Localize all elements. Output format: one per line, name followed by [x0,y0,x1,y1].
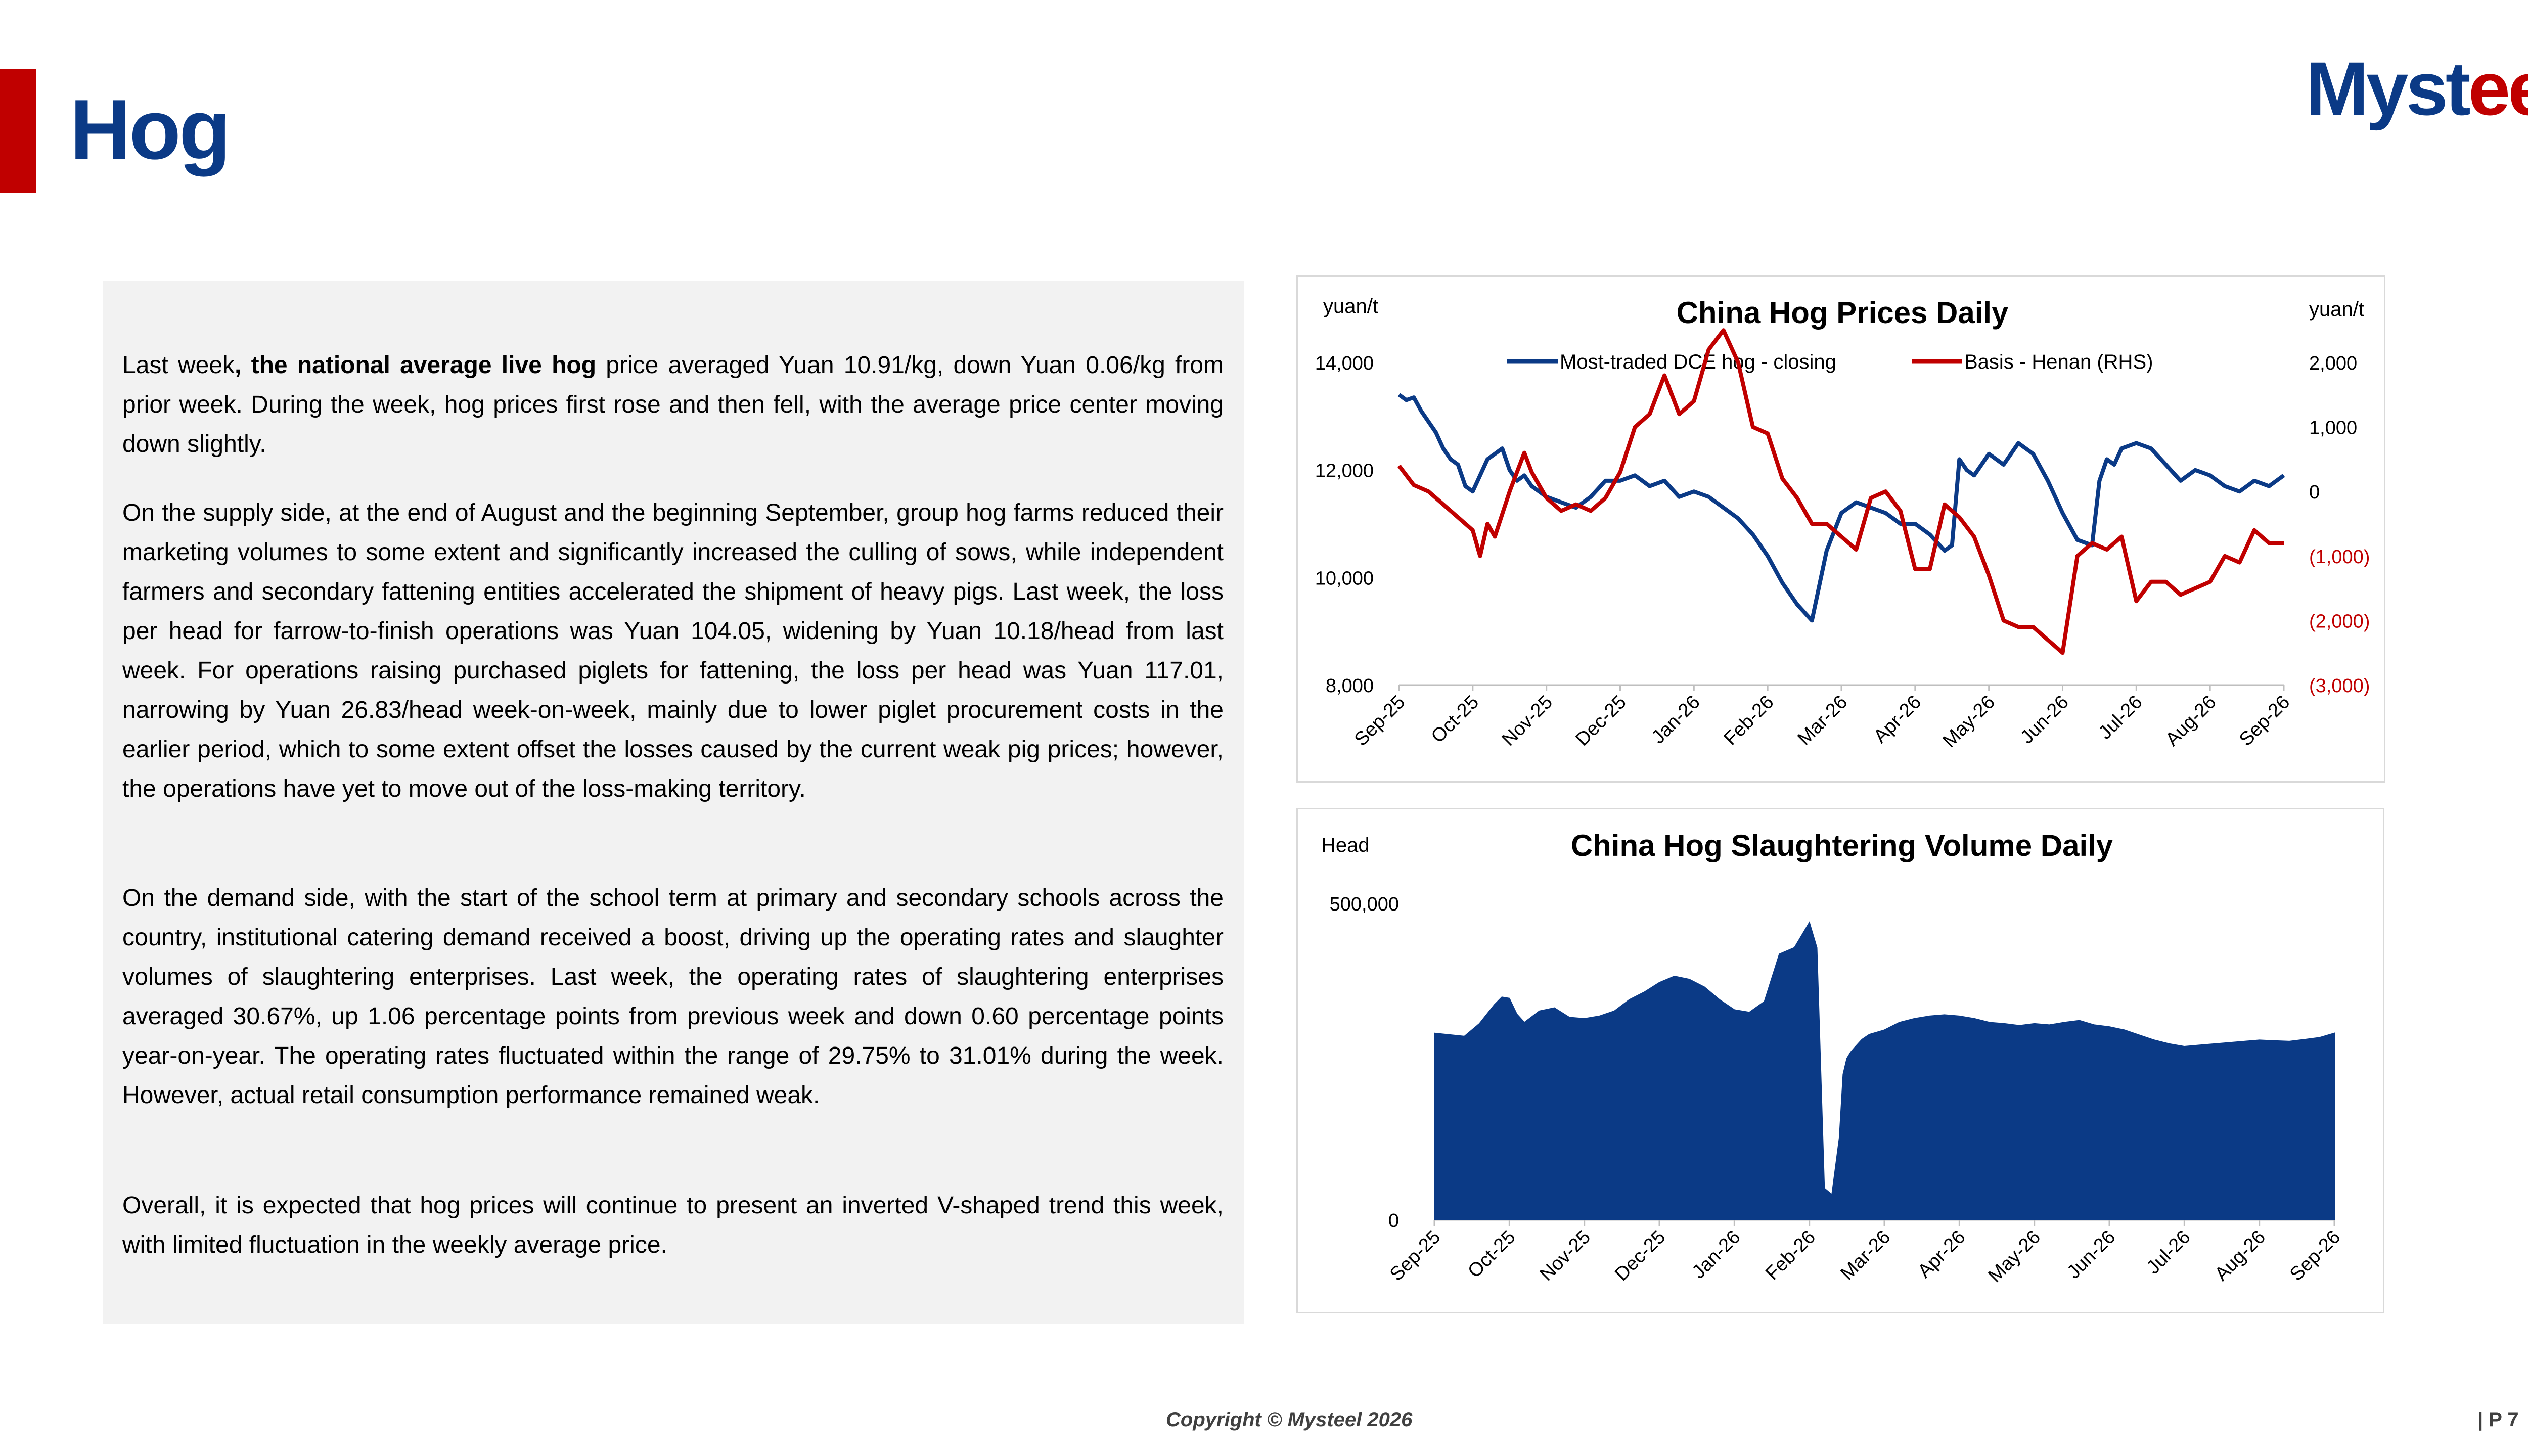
x-tick-label: Oct-25 [1464,1226,1519,1282]
x-tick-label: Aug-26 [2161,692,2220,750]
x-tick-label: Sep-26 [2235,692,2294,750]
x-tick-label: Sep-26 [2286,1226,2344,1285]
slaughter-volume-area [1434,921,2335,1220]
x-tick-label: Dec-25 [1611,1226,1669,1285]
slaughter-volume-chart-svg: China Hog Slaughtering Volume Daily Head… [1321,829,2344,1287]
x-tick-label: Jun-26 [2063,1226,2119,1283]
x-tick-label: Sep-25 [1350,692,1409,750]
commentary-paragraph-2: On the supply side, at the end of August… [122,499,1224,802]
y-tick-label: 14,000 [1315,353,1374,374]
p1-text-bold: , the national average live hog [235,352,597,379]
p1-text-a: Last week [122,352,235,379]
commentary-panel: Last week, the national average live hog… [103,281,1244,1324]
series-line-2 [1397,328,2284,655]
x-tick-label: Dec-25 [1572,692,1631,750]
x-tick-label: Mar-26 [1837,1226,1895,1285]
x-tick-label: Feb-26 [1762,1226,1820,1285]
x-tick-label: May-26 [1984,1226,2045,1287]
mysteel-logo: Mysteel [2306,51,2528,126]
x-tick-label: Apr-26 [1870,692,1925,747]
y-tick-label: 0 [1388,1210,1399,1232]
slaughter-volume-chart: China Hog Slaughtering Volume Daily Head… [1296,808,2384,1313]
page-number: | P 7 [2477,1408,2519,1431]
legend-entry: Most-traded DCE hog - closing [1560,351,1836,373]
x-tick-label: Nov-25 [1536,1226,1595,1285]
y2-tick-label: 2,000 [2309,353,2357,374]
x-tick-label: May-26 [1939,692,1999,752]
x-tick-label: Jul-26 [2143,1226,2195,1279]
y2-tick-label: (1,000) [2309,547,2370,568]
commentary-paragraph-4: Overall, it is expected that hog prices … [122,1192,1224,1258]
x-tick-label: Jan-26 [1688,1226,1745,1283]
y2-tick-label: 1,000 [2309,418,2357,439]
x-tick-label: Aug-26 [2211,1226,2270,1285]
y-tick-label: 8,000 [1326,675,1374,697]
p1-text-b: price averaged Yuan 10.91/kg, down Yuan … [122,352,1224,458]
copyright-footer: Copyright © Mysteel 2026 [1166,1408,1413,1431]
x-tick-label: Mar-26 [1794,692,1852,750]
legend: Most-traded DCE hog - closing Basis - Hen… [1507,351,2153,373]
series-lines [1397,328,2285,655]
y2-tick-label: (2,000) [2309,611,2370,632]
legend-entry: Basis - Henan (RHS) [1964,351,2153,373]
x-tick-label: Sep-25 [1386,1226,1444,1285]
x-tick-label: Jun-26 [2016,692,2073,748]
commentary-paragraph-3: On the demand side, with the start of th… [122,885,1224,1109]
y2-tick-label: (3,000) [2309,675,2370,697]
commentary-paragraph-1: Last week, the national average live hog… [122,346,1224,464]
x-tick-label: Oct-25 [1427,692,1483,747]
y-tick-label: 500,000 [1330,894,1399,915]
chart-title: China Hog Prices Daily [1677,296,2009,330]
page-title: Hog [70,82,231,177]
logo-text-b: ee [2468,46,2528,131]
chart-title: China Hog Slaughtering Volume Daily [1571,829,2113,862]
x-tick-label: Apr-26 [1914,1226,1969,1282]
series-line-1 [1397,393,2285,623]
x-tick-label: Jul-26 [2095,692,2147,744]
y-tick-label: 12,000 [1315,461,1374,482]
y2-tick-label: 0 [2309,482,2320,503]
area-series [1434,921,2335,1220]
logo-text-a: Myst [2306,46,2471,131]
y-axis-label: yuan/t [1323,295,1378,317]
hog-prices-chart-svg: China Hog Prices Daily yuan/t yuan/t Mos… [1315,295,2370,752]
x-tick-label: Jan-26 [1648,692,1704,748]
axes: 14,000 12,000 10,000 8,000 2,000 1,000 0 (1,000… [1315,353,2370,752]
x-tick-label: Nov-25 [1498,692,1557,750]
y-tick-label: 10,000 [1315,568,1374,589]
x-tick-label: Feb-26 [1720,692,1778,750]
y-axis-label: Head [1321,834,1370,856]
title-accent-bar [0,69,36,193]
hog-prices-chart: China Hog Prices Daily yuan/t yuan/t Mos… [1296,275,2385,783]
y2-axis-label: yuan/t [2309,298,2364,321]
